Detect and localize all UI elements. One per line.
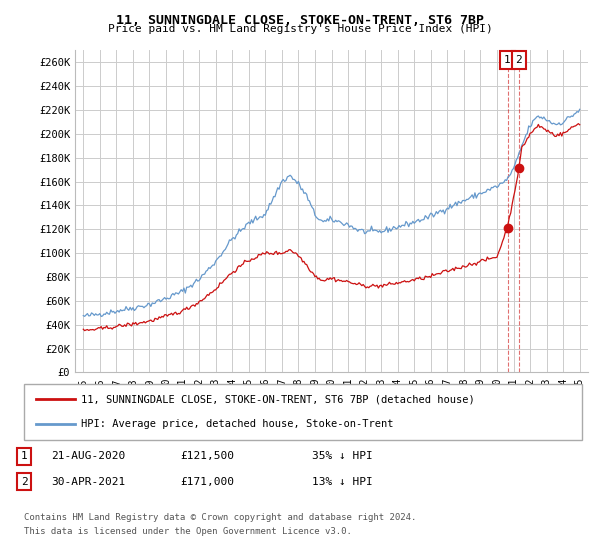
Text: £121,500: £121,500 bbox=[180, 451, 234, 461]
Text: 2: 2 bbox=[20, 477, 28, 487]
Text: 2: 2 bbox=[515, 55, 523, 65]
Text: HPI: Average price, detached house, Stoke-on-Trent: HPI: Average price, detached house, Stok… bbox=[81, 419, 394, 429]
Text: 11, SUNNINGDALE CLOSE, STOKE-ON-TRENT, ST6 7BP: 11, SUNNINGDALE CLOSE, STOKE-ON-TRENT, S… bbox=[116, 14, 484, 27]
Text: 21-AUG-2020: 21-AUG-2020 bbox=[51, 451, 125, 461]
Text: This data is licensed under the Open Government Licence v3.0.: This data is licensed under the Open Gov… bbox=[24, 528, 352, 536]
Text: 13% ↓ HPI: 13% ↓ HPI bbox=[312, 477, 373, 487]
Text: 11, SUNNINGDALE CLOSE, STOKE-ON-TRENT, ST6 7BP (detached house): 11, SUNNINGDALE CLOSE, STOKE-ON-TRENT, S… bbox=[81, 394, 475, 404]
Text: £171,000: £171,000 bbox=[180, 477, 234, 487]
Text: 1: 1 bbox=[504, 55, 511, 65]
Text: Contains HM Land Registry data © Crown copyright and database right 2024.: Contains HM Land Registry data © Crown c… bbox=[24, 514, 416, 522]
Text: 35% ↓ HPI: 35% ↓ HPI bbox=[312, 451, 373, 461]
Text: 30-APR-2021: 30-APR-2021 bbox=[51, 477, 125, 487]
Text: Price paid vs. HM Land Registry's House Price Index (HPI): Price paid vs. HM Land Registry's House … bbox=[107, 24, 493, 34]
Text: 1: 1 bbox=[20, 451, 28, 461]
